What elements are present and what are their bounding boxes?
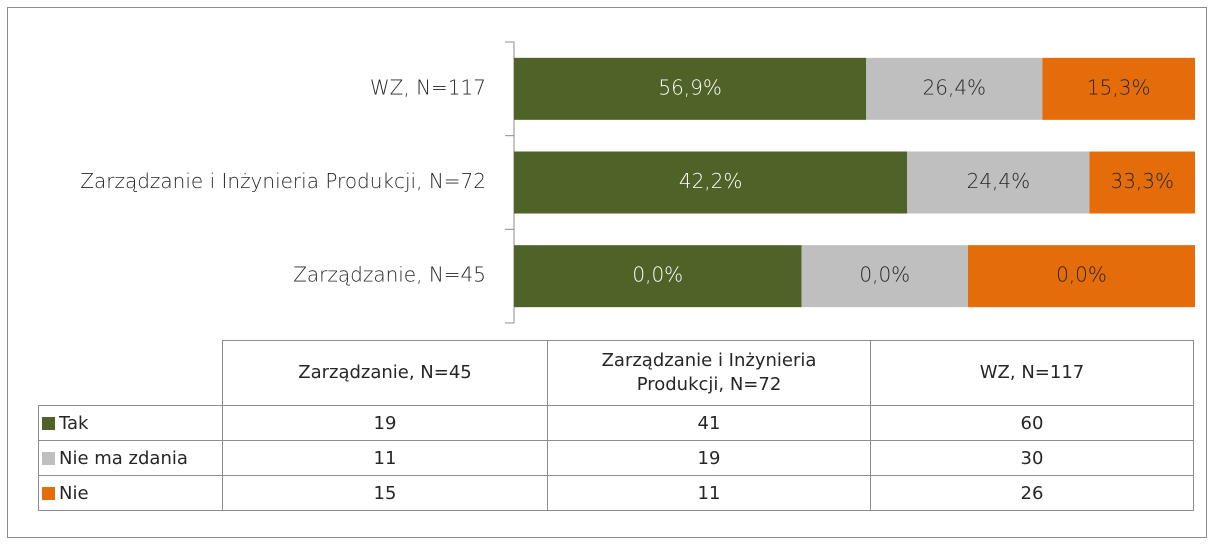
bar [866, 57, 1043, 120]
header-row: Zarządzanie, N=45 Zarządzanie i Inżynieri… [38, 340, 1194, 406]
table-cell: 11 [547, 475, 871, 511]
legend-swatch [42, 416, 55, 430]
bar-label: 33,3% [1110, 169, 1174, 193]
table-cell: 19 [222, 405, 548, 441]
bar-label: 0,0% [859, 263, 910, 287]
bar [514, 151, 908, 214]
bar-label: 15,3% [1087, 75, 1151, 99]
corner-cell [38, 340, 223, 406]
category-label: Zarządzanie i Inżynieria Produkcji, N=72 [80, 169, 486, 193]
data-row: Nie ma zdania 11 19 30 [38, 440, 1194, 476]
bar-label: 26,4% [923, 75, 987, 99]
bar-label: 24,4% [967, 169, 1031, 193]
bar [907, 151, 1090, 214]
category-label: Zarządzanie, N=45 [293, 263, 486, 287]
legend-label: Tak [59, 412, 89, 434]
legend-swatch [42, 451, 55, 465]
legend-cell: Tak [38, 405, 223, 441]
table-cell: 60 [870, 405, 1194, 441]
header-cell: Zarządzanie, N=45 [222, 340, 548, 406]
table-cell: 15 [222, 475, 548, 511]
header-cell: Zarządzanie i Inżynieria Produkcji, N=72 [547, 340, 871, 406]
bar [514, 57, 867, 120]
bar-label: 0,0% [1056, 263, 1107, 287]
bar-label: 56,9% [658, 75, 722, 99]
category-label: WZ, N=117 [370, 75, 486, 99]
bar-label: 0,0% [632, 263, 683, 287]
chart-border [7, 7, 1207, 538]
bar [514, 245, 802, 308]
bar [1042, 57, 1195, 120]
data-table: Zarządzanie, N=45 Zarządzanie i Inżynieri… [38, 340, 1194, 511]
data-row: Nie 15 11 26 [38, 475, 1194, 511]
legend-cell: Nie [38, 475, 223, 511]
bar [968, 245, 1195, 308]
legend-label: Nie ma zdania [59, 447, 188, 469]
table-cell: 11 [222, 440, 548, 476]
table-cell: 26 [870, 475, 1194, 511]
data-row: Tak 19 41 60 [38, 405, 1194, 441]
table-cell: 19 [547, 440, 871, 476]
bar [801, 245, 968, 308]
bar-label: 42,2% [679, 169, 743, 193]
table-cell: 41 [547, 405, 871, 441]
legend-label: Nie [59, 482, 89, 504]
legend-swatch [42, 486, 55, 500]
legend-cell: Nie ma zdania [38, 440, 223, 476]
header-cell: WZ, N=117 [870, 340, 1194, 406]
bar [1089, 151, 1195, 214]
table-cell: 30 [870, 440, 1194, 476]
